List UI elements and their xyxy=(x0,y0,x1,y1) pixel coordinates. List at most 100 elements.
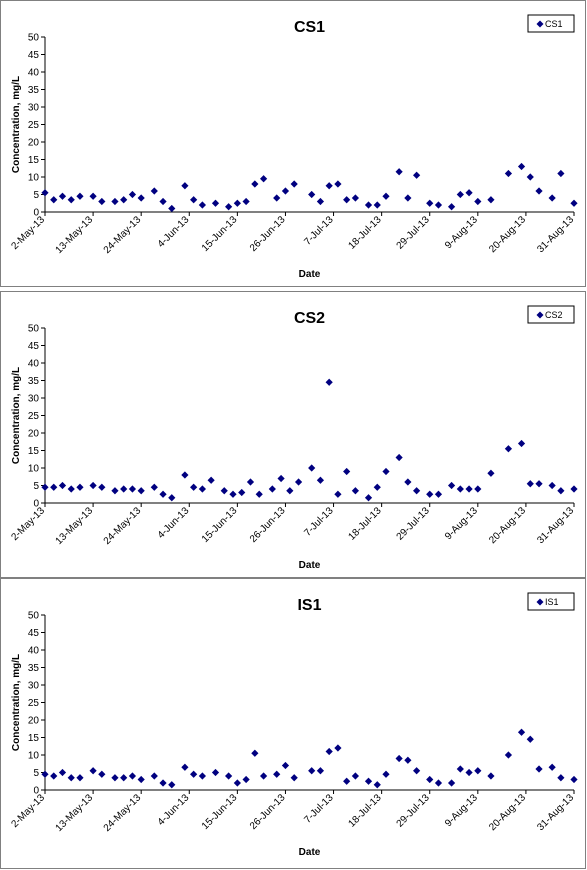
data-point xyxy=(159,779,167,787)
chart-panel-is1: IS1 IS1 0 5 10 15 20 25 30 35 40 45 50 2-May-13 13-May… xyxy=(0,578,586,869)
x-tick-label: 20-Aug-13 xyxy=(487,505,528,546)
data-point xyxy=(41,189,49,197)
y-tick-label: 0 xyxy=(33,208,39,219)
legend-label: CS1 xyxy=(545,19,563,29)
y-tick-label: 50 xyxy=(28,324,40,335)
y-tick-label: 35 xyxy=(28,663,40,674)
y-tick-label: 15 xyxy=(28,733,40,744)
data-point xyxy=(504,445,513,453)
data-point xyxy=(120,485,128,493)
data-point xyxy=(211,199,220,207)
data-point xyxy=(76,192,84,200)
data-point xyxy=(426,490,434,498)
data-point xyxy=(259,175,268,183)
data-point xyxy=(67,196,75,204)
data-point xyxy=(308,190,316,199)
data-point xyxy=(290,180,298,188)
data-point xyxy=(474,197,482,206)
data-point xyxy=(404,194,412,202)
data-point xyxy=(111,487,119,495)
x-tick-label: 24-May-13 xyxy=(102,505,144,547)
y-tick-label: 0 xyxy=(33,786,39,797)
series-markers xyxy=(41,378,578,502)
data-point xyxy=(434,201,443,209)
data-point xyxy=(198,485,206,493)
data-point xyxy=(526,480,534,488)
data-point xyxy=(395,754,403,763)
data-point xyxy=(465,189,473,197)
chart-panel-cs1: CS1 CS1 0 5 10 15 20 25 30 35 40 45 50 2-May-13 13-May… xyxy=(0,0,586,287)
data-point xyxy=(465,485,473,493)
chart-legend: CS2 xyxy=(527,305,575,324)
data-point xyxy=(308,464,316,472)
x-tick-label: 31-Aug-13 xyxy=(535,214,576,255)
data-point xyxy=(535,480,543,488)
y-tick-label: 10 xyxy=(28,173,40,184)
data-point xyxy=(325,378,333,386)
x-tick-label: 24-May-13 xyxy=(102,214,144,256)
data-point xyxy=(535,187,543,195)
data-point xyxy=(50,483,58,491)
data-point xyxy=(517,162,526,171)
x-tick-label: 13-May-13 xyxy=(54,214,96,256)
legend-label: IS1 xyxy=(545,597,559,607)
y-tick-label: 0 xyxy=(33,499,39,510)
data-point xyxy=(229,490,237,498)
data-point xyxy=(220,487,228,495)
data-point xyxy=(190,483,198,491)
y-tick-label: 5 xyxy=(33,481,39,492)
x-tick-label: 29-Jul-13 xyxy=(395,792,433,830)
data-point xyxy=(351,772,360,780)
data-point xyxy=(316,197,325,206)
y-tick-label: 10 xyxy=(28,464,40,475)
y-tick-label: 45 xyxy=(28,50,40,61)
data-point xyxy=(246,478,255,486)
y-tick-label: 5 xyxy=(33,768,39,779)
x-tick-label: 15-Jun-13 xyxy=(200,792,240,832)
data-point xyxy=(351,487,360,495)
data-point xyxy=(277,474,285,483)
data-point xyxy=(426,775,434,784)
data-point xyxy=(128,772,137,780)
x-tick-label: 20-Aug-13 xyxy=(487,214,528,255)
data-point xyxy=(364,494,373,502)
data-point xyxy=(382,467,390,476)
data-point xyxy=(242,197,250,206)
y-tick-label: 15 xyxy=(28,446,40,457)
data-point xyxy=(395,453,403,462)
data-point xyxy=(570,485,578,493)
chart-cs2: CS2 CS2 0 5 10 15 20 25 30 35 40 45 50 2-May-13 13-May… xyxy=(9,305,578,571)
data-point xyxy=(67,774,75,782)
data-point xyxy=(325,182,333,190)
y-tick-label: 20 xyxy=(28,429,40,440)
data-point xyxy=(120,774,128,782)
data-point xyxy=(325,747,333,756)
data-point xyxy=(373,201,381,209)
x-tick-label: 31-Aug-13 xyxy=(535,792,576,833)
data-point xyxy=(395,168,403,176)
chart-title: CS1 xyxy=(294,19,325,36)
y-tick-label: 20 xyxy=(28,716,40,727)
data-point xyxy=(487,772,495,780)
data-point xyxy=(233,199,241,207)
legend-box xyxy=(527,14,575,33)
x-tick-label: 24-May-13 xyxy=(102,792,144,834)
data-point xyxy=(251,749,259,757)
y-tick-label: 35 xyxy=(28,85,40,96)
data-point xyxy=(456,765,464,773)
data-point xyxy=(89,767,97,775)
data-point xyxy=(308,767,316,775)
data-point xyxy=(137,194,145,202)
legend-marker xyxy=(536,311,544,319)
y-tick-label: 45 xyxy=(28,341,40,352)
chart-legend: CS1 xyxy=(527,14,575,33)
x-tick-label: 13-May-13 xyxy=(54,792,96,834)
data-point xyxy=(111,774,119,782)
data-point xyxy=(343,467,351,476)
data-point xyxy=(76,483,84,491)
x-tick-label: 4-Jun-13 xyxy=(156,792,192,828)
x-tick-label: 15-Jun-13 xyxy=(200,505,240,545)
data-point xyxy=(456,485,464,493)
data-point xyxy=(159,197,167,206)
data-point xyxy=(168,494,176,502)
